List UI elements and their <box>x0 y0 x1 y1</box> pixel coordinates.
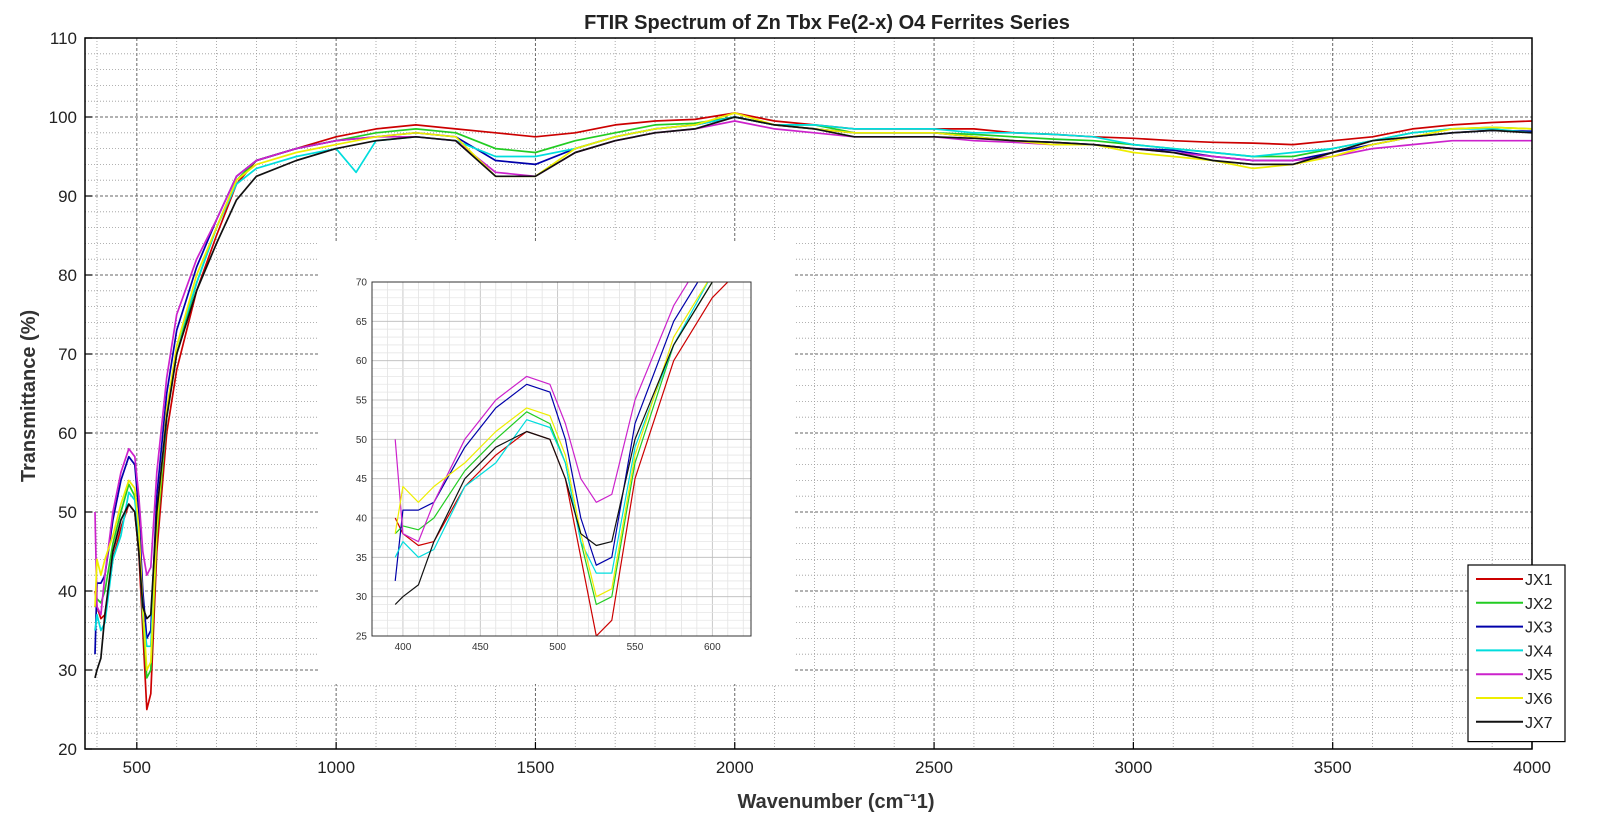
inset-y-tick-label: 25 <box>356 632 368 643</box>
inset-frame <box>371 281 752 637</box>
inset-y-tick-label: 65 <box>356 317 368 328</box>
main-plot-background <box>85 38 1532 749</box>
legend-label-jx6: JX6 <box>1525 691 1553 708</box>
y-axis-label: Transmittance (%) <box>18 310 40 482</box>
x-tick-label: 3000 <box>1114 758 1152 777</box>
inset-y-tick-label: 45 <box>356 474 368 485</box>
x-axis-label: Wavenumber (cmˉ¹1) <box>737 791 934 813</box>
y-tick-label: 100 <box>49 108 77 127</box>
main-plot-frame <box>84 37 1533 750</box>
y-tick-label: 80 <box>58 266 77 285</box>
inset-series-line-jx6 <box>394 282 709 598</box>
y-tick-label: 70 <box>58 345 77 364</box>
inset-x-tick-label: 550 <box>627 642 644 653</box>
inset-series-line-jx3 <box>394 282 699 581</box>
x-tick-label: 2000 <box>716 758 754 777</box>
inset-y-tick-label: 50 <box>356 435 368 446</box>
inset-y-tick-label: 70 <box>356 278 368 289</box>
legend-box <box>1467 564 1566 743</box>
x-tick-label: 2500 <box>915 758 953 777</box>
legend-label-jx7: JX7 <box>1525 715 1553 732</box>
legend-label-jx2: JX2 <box>1525 596 1553 613</box>
inset-series-group <box>394 282 729 636</box>
x-tick-label: 4000 <box>1513 758 1551 777</box>
legend-label-jx1: JX1 <box>1525 572 1553 589</box>
inset-series-line-jx7 <box>394 282 714 605</box>
x-tick-label: 1500 <box>517 758 555 777</box>
legend: JX1 JX2 JX3 JX4 JX5 JX6 JX7 <box>1467 564 1566 743</box>
series-line-jx7 <box>94 116 1533 679</box>
inset-y-tick-label: 30 <box>356 592 368 603</box>
y-tick-label: 30 <box>58 661 77 680</box>
x-tick-label: 3500 <box>1314 758 1352 777</box>
chart-title: FTIR Spectrum of Zn Tbx Fe(2-x) O4 Ferri… <box>584 12 1070 34</box>
inset-y-tick-label: 55 <box>356 396 368 407</box>
inset-x-tick-label: 600 <box>704 642 721 653</box>
main-plot-area: 500 1000 1500 2000 2500 3000 3500 4000 20 30 40 50 6… <box>49 29 1551 777</box>
inset-grid <box>372 282 751 636</box>
x-tick-label: 500 <box>123 758 151 777</box>
inset-series-line-jx4 <box>394 282 709 574</box>
legend-label-jx4: JX4 <box>1525 643 1553 660</box>
y-tick-label: 110 <box>50 29 77 48</box>
y-tick-label: 60 <box>58 424 77 443</box>
y-tick-label: 50 <box>58 503 77 522</box>
inset-plot-area: 400 450 500 550 600 25 30 35 40 45 50 55 60 65 70 <box>318 242 795 684</box>
y-tick-label: 90 <box>58 187 77 206</box>
main-series-group <box>94 112 1533 711</box>
inset-series-line-jx5 <box>394 282 689 543</box>
inset-x-tick-label: 400 <box>395 642 412 653</box>
inset-x-tick-label: 450 <box>472 642 489 653</box>
main-ticks: 500 1000 1500 2000 2500 3000 3500 4000 20 30 40 50 6… <box>49 29 1551 777</box>
y-tick-label: 20 <box>58 740 77 759</box>
inset-y-tick-label: 60 <box>356 356 368 367</box>
x-tick-label: 1000 <box>317 758 355 777</box>
y-tick-label: 40 <box>58 582 77 601</box>
inset-ticks: 400 450 500 550 600 25 30 35 40 45 50 55 60 65 70 <box>356 278 721 654</box>
inset-x-tick-label: 500 <box>549 642 566 653</box>
inset-y-tick-label: 35 <box>356 553 368 564</box>
legend-label-jx5: JX5 <box>1525 667 1553 684</box>
legend-label-jx3: JX3 <box>1525 620 1553 637</box>
inset-y-tick-label: 40 <box>356 514 368 525</box>
